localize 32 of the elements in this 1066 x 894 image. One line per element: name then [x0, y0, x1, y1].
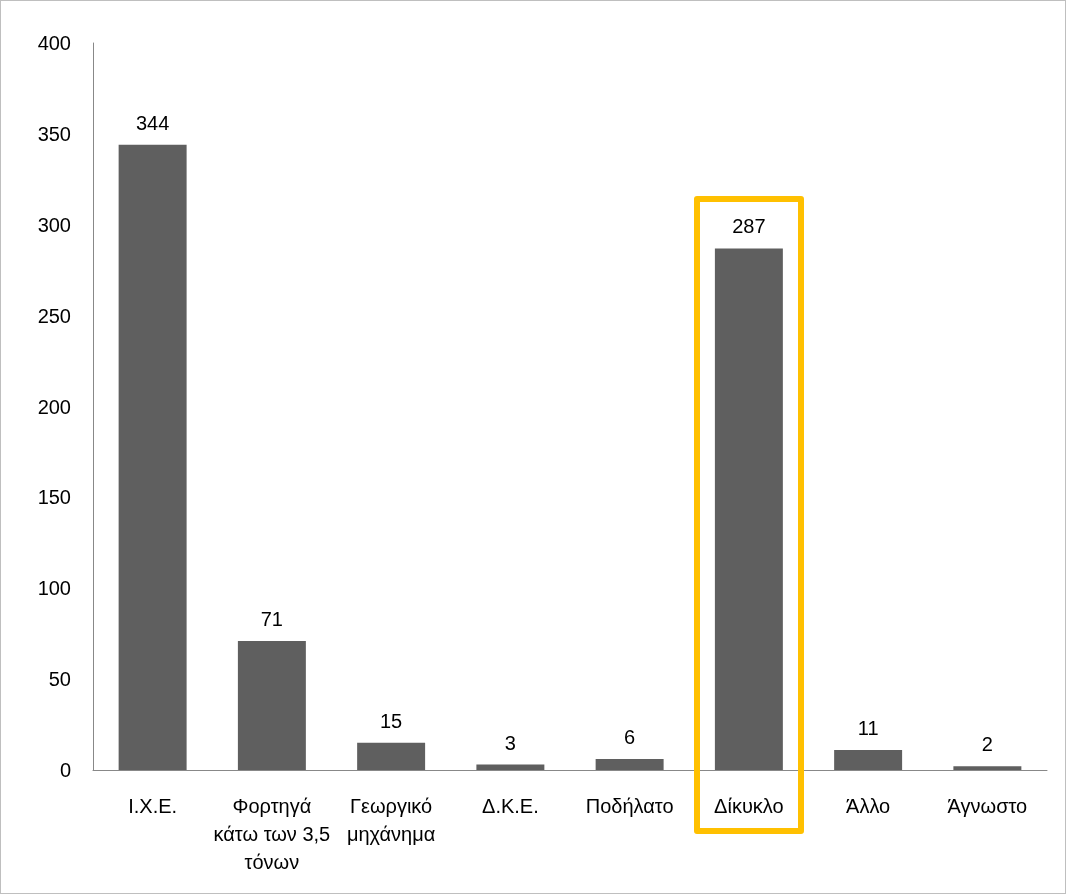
y-tick-label: 0 [59, 759, 71, 781]
bar [357, 742, 426, 770]
x-tick-label: Άγνωστο [947, 795, 1028, 817]
x-tick-label: Ι.Χ.Ε. [128, 795, 178, 817]
x-tick-label: Δίκυκλο [714, 795, 784, 817]
data-label: 287 [732, 215, 766, 238]
y-tick-label: 200 [37, 395, 71, 418]
bar [118, 144, 187, 770]
bar [953, 766, 1022, 770]
data-label: 15 [380, 709, 403, 732]
y-tick-label: 100 [37, 577, 71, 600]
x-tick-label: Δ.Κ.Ε. [482, 795, 539, 817]
data-label: 6 [624, 726, 636, 749]
x-tick-label: Άλλο [846, 795, 891, 817]
bar [595, 759, 664, 770]
data-label: 2 [981, 733, 993, 756]
y-tick-label: 300 [37, 213, 71, 236]
data-label: 11 [857, 717, 879, 740]
y-tick-label: 50 [48, 668, 71, 691]
data-label: 344 [135, 111, 170, 134]
y-tick-label: 350 [37, 122, 71, 145]
data-label: 3 [504, 731, 516, 754]
bar [834, 750, 903, 770]
x-tick-label: Ποδήλατο [585, 795, 674, 817]
data-label: 71 [260, 607, 283, 630]
y-tick-label: 400 [37, 32, 71, 54]
bar [237, 640, 306, 770]
x-tick-label: Γεωργικό μηχάνημα [346, 795, 436, 845]
x-tick-label: Φορτηγά κάτω των 3,5 τόνων [213, 795, 331, 873]
bar [476, 764, 545, 770]
y-tick-label: 150 [37, 486, 71, 509]
y-tick-label: 250 [37, 304, 71, 327]
